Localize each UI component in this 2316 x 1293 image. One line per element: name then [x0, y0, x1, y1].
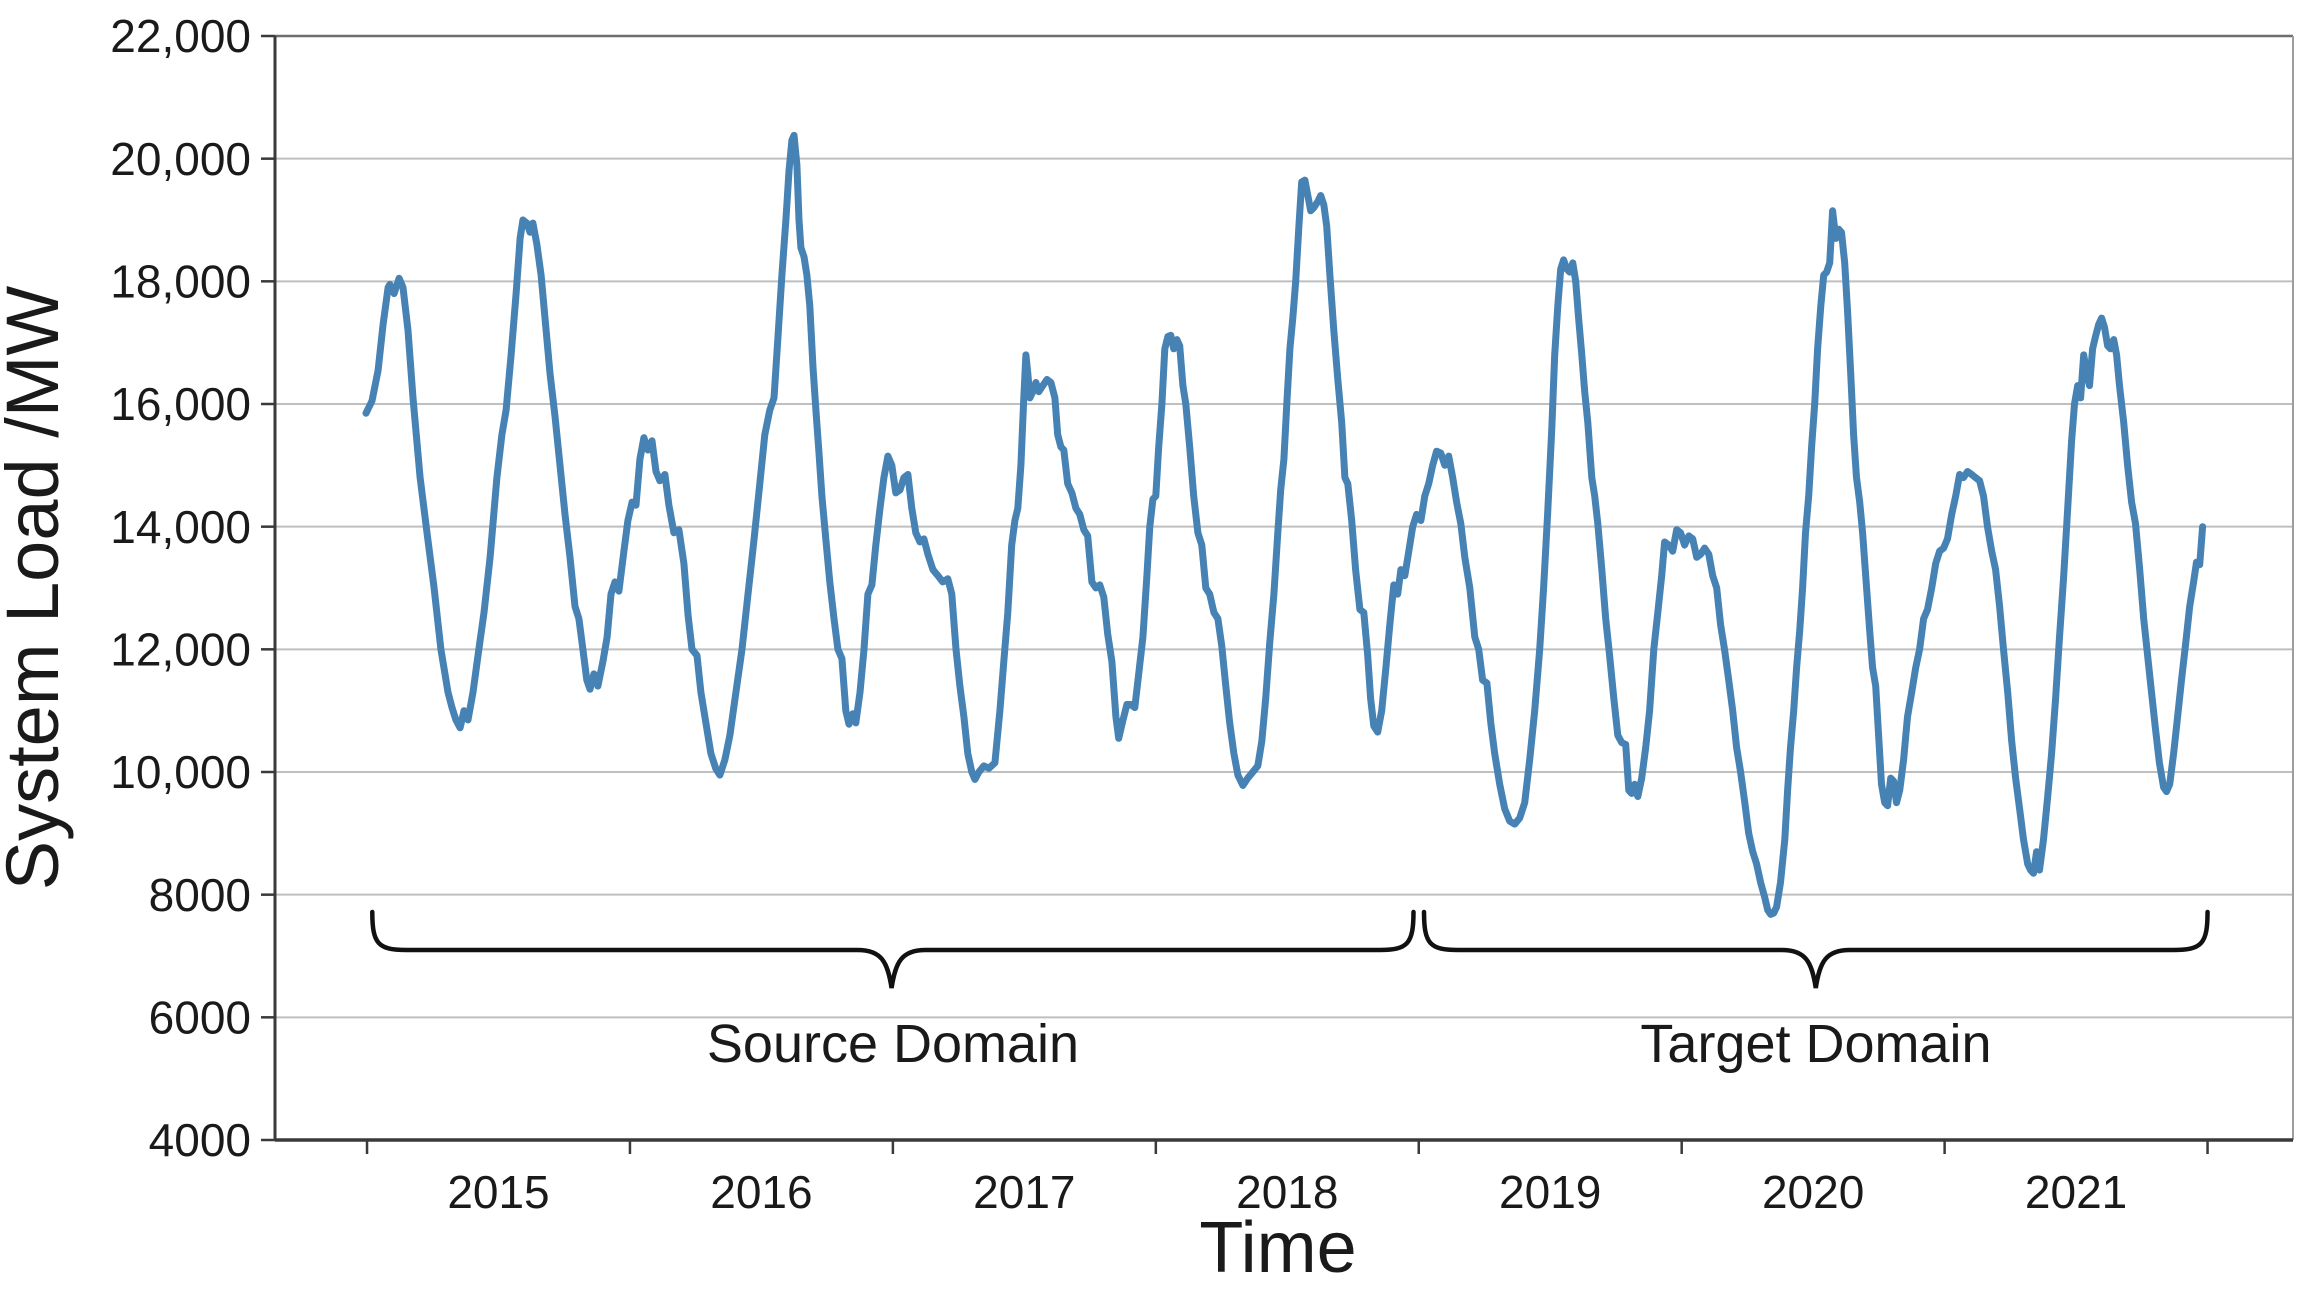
y-tick-label: 16,000 [110, 378, 251, 430]
y-tick-label: 22,000 [110, 10, 251, 62]
axis-layer: 4000 6000 8000 10,000 12,000 14,000 16,000 18,0… [110, 10, 2293, 1218]
load-series-line [362, 131, 2207, 918]
x-tick-label: 2017 [973, 1166, 1075, 1218]
source-domain-brace [370, 909, 1416, 989]
x-axis-title: Time [1199, 1208, 1356, 1288]
grid-layer [275, 34, 2294, 1140]
brace-layer [370, 909, 2210, 989]
y-tick-label: 8000 [149, 869, 251, 921]
y-tick-label: 6000 [149, 991, 251, 1043]
y-tick-label: 18,000 [110, 255, 251, 307]
x-tick-label: 2021 [2025, 1166, 2127, 1218]
target-domain-brace [1421, 909, 2210, 989]
x-tick-label: 2016 [710, 1166, 812, 1218]
x-tick-label: 2015 [447, 1166, 549, 1218]
y-tick-label: 4000 [149, 1114, 251, 1166]
y-tick-label: 20,000 [110, 133, 251, 185]
series-layer [362, 131, 2207, 918]
target-domain-label: Target Domain [1640, 1014, 1991, 1074]
x-tick-label: 2018 [1236, 1166, 1338, 1218]
y-tick-label: 14,000 [110, 501, 251, 553]
y-tick-label: 10,000 [110, 746, 251, 798]
label-layer: Time System Load /MW Source Domain Targe… [0, 286, 1992, 1288]
y-tick-label: 12,000 [110, 623, 251, 675]
y-axis-title: System Load /MW [0, 286, 74, 891]
x-tick-label: 2019 [1499, 1166, 1601, 1218]
x-tick-label: 2020 [1762, 1166, 1864, 1218]
source-domain-label: Source Domain [707, 1014, 1079, 1074]
